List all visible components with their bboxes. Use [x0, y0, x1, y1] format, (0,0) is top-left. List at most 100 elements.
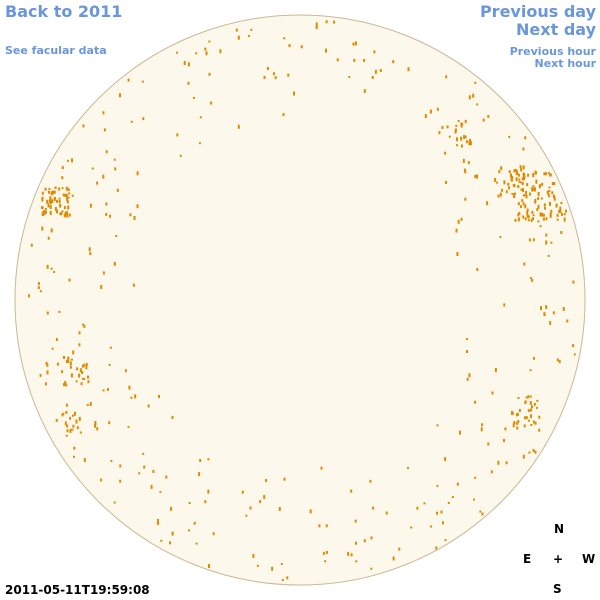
facula	[75, 419, 78, 424]
facula	[55, 338, 58, 341]
facula	[455, 228, 458, 233]
facula	[208, 72, 211, 76]
facula	[517, 213, 520, 217]
facula	[529, 395, 532, 398]
facula	[72, 350, 75, 355]
facula	[500, 166, 503, 171]
facula	[281, 579, 284, 581]
facula	[520, 181, 523, 184]
facula	[96, 181, 99, 185]
facula	[468, 141, 471, 146]
facula	[287, 73, 290, 77]
facula	[53, 271, 56, 273]
facula	[551, 182, 554, 185]
compass-west: W	[582, 552, 596, 566]
facular-link[interactable]: See facular data	[5, 44, 107, 57]
facula	[522, 167, 525, 169]
facula	[518, 409, 521, 412]
facula	[522, 202, 525, 206]
facula	[546, 190, 549, 194]
facula	[113, 501, 116, 504]
facula	[56, 362, 59, 366]
facula	[207, 489, 210, 494]
facula	[79, 368, 82, 373]
facula	[543, 172, 546, 176]
facula	[66, 360, 68, 364]
facula	[78, 416, 81, 421]
facula	[440, 510, 443, 514]
facula	[300, 45, 303, 49]
next-day-link[interactable]: Next day	[516, 20, 596, 39]
facula	[71, 158, 73, 163]
facula	[235, 28, 238, 32]
facula	[512, 423, 515, 428]
facula	[65, 403, 68, 407]
facula	[473, 498, 475, 501]
facula	[263, 75, 266, 79]
facula	[552, 311, 555, 315]
facula	[318, 524, 321, 528]
next-hour-link[interactable]: Next hour	[534, 57, 597, 70]
facula	[150, 484, 153, 489]
facula	[498, 170, 501, 174]
facula	[527, 419, 530, 422]
facula	[67, 159, 69, 162]
facula	[113, 158, 116, 161]
facula	[105, 212, 108, 216]
facula	[548, 195, 551, 198]
facula	[266, 67, 269, 70]
facula	[56, 209, 58, 214]
compass-south: S	[553, 582, 562, 596]
facula	[374, 69, 377, 74]
previous-hour-link[interactable]: Previous hour	[509, 45, 596, 58]
facula	[521, 199, 524, 203]
previous-day-link[interactable]: Previous day	[479, 2, 596, 21]
facula	[522, 147, 525, 151]
facula	[54, 207, 57, 211]
facula	[283, 477, 286, 481]
facula	[69, 361, 72, 366]
facula	[274, 76, 277, 80]
facula	[543, 203, 546, 207]
facula	[49, 211, 52, 215]
facula	[528, 238, 531, 242]
facula	[119, 93, 121, 98]
facula	[53, 190, 56, 194]
facula	[548, 172, 550, 175]
facula	[158, 395, 160, 398]
facula	[523, 262, 526, 266]
facula	[252, 553, 255, 558]
facula	[525, 190, 527, 194]
facula	[64, 193, 67, 197]
facula	[463, 135, 466, 140]
facula	[50, 228, 53, 233]
facula	[464, 197, 467, 201]
back-link[interactable]: Back to 2011	[5, 2, 123, 21]
facula	[457, 219, 460, 224]
facula	[83, 458, 86, 463]
facula	[532, 238, 535, 242]
facula	[45, 361, 48, 365]
facula	[469, 138, 471, 142]
facula	[133, 216, 136, 220]
facula	[518, 178, 521, 181]
facula	[183, 61, 186, 65]
facula	[555, 203, 558, 207]
facula	[436, 424, 439, 427]
facula	[370, 536, 373, 540]
facula	[545, 233, 548, 237]
facula	[282, 113, 285, 117]
facula	[89, 203, 92, 208]
facula	[565, 209, 567, 213]
facula	[61, 166, 64, 170]
facula	[58, 310, 61, 313]
facula	[66, 424, 69, 428]
facula	[67, 359, 70, 363]
facula	[558, 360, 561, 364]
facula	[169, 541, 171, 545]
facula	[468, 373, 471, 378]
facula	[37, 282, 40, 286]
facula	[96, 427, 99, 431]
facular-points	[28, 20, 576, 581]
